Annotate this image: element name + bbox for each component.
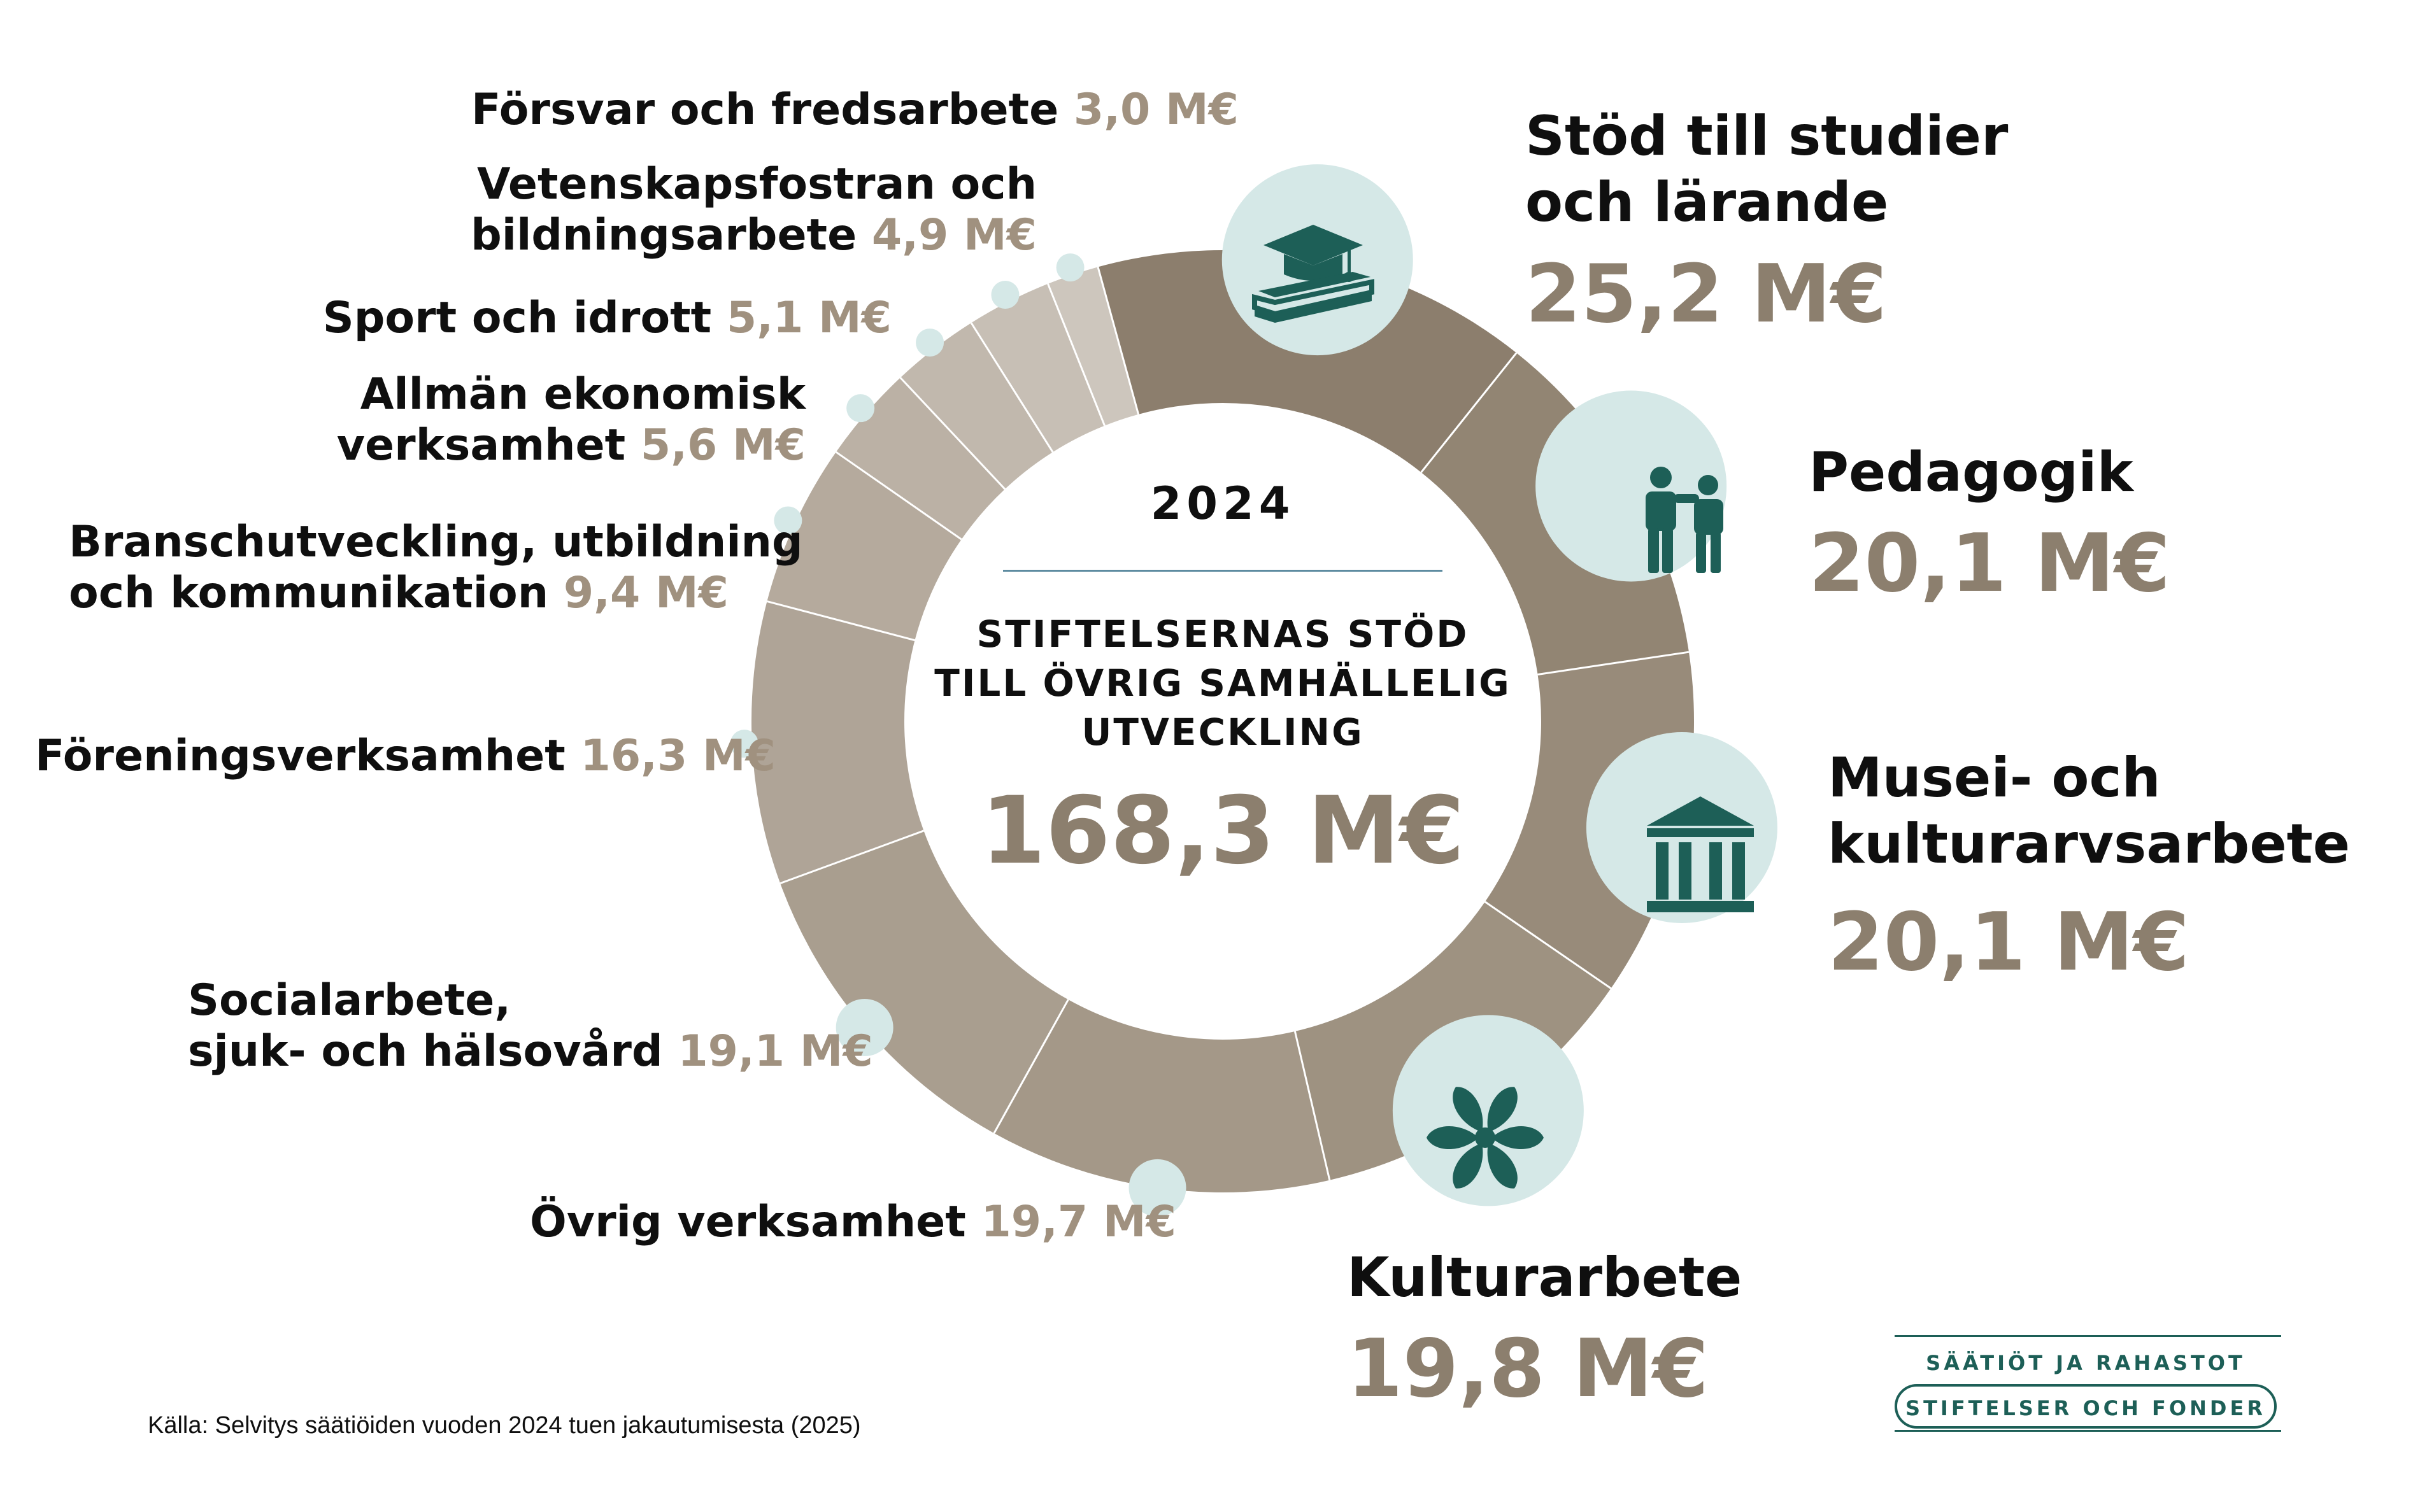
- slice-value-studier: 25,2 M€: [1525, 247, 1887, 341]
- slice-divider: [1484, 901, 1612, 989]
- slice-label-forening: Föreningsverksamhet 16,3 M€: [35, 731, 776, 782]
- slice-value: 9,4 M€: [563, 568, 729, 618]
- slice-name-line: bildningsarbete: [471, 210, 857, 260]
- slice-name-line: Musei- och: [1828, 746, 2161, 810]
- center-divider: [1003, 570, 1442, 572]
- slice-divider: [1293, 1031, 1331, 1181]
- slice-name: Övrig verksamhet: [530, 1197, 966, 1247]
- slice-marker-dot: [916, 329, 944, 357]
- slice-divider: [835, 451, 962, 541]
- slice-label-ovrig: Övrig verksamhet 19,7 M€: [530, 1197, 1176, 1248]
- center-title-line: TILL ÖVRIG SAMHÄLLELIG: [934, 661, 1511, 705]
- slice-name-line: kulturarvsarbete: [1828, 812, 2351, 876]
- donut-slice: [751, 601, 924, 884]
- slice-divider: [1420, 352, 1518, 473]
- slice-value: 19,1 M€: [678, 1026, 873, 1077]
- center-total: 168,3 M€: [981, 777, 1465, 885]
- slice-value-kulturarbete: 19,8 M€: [1347, 1322, 1709, 1415]
- icon-circle: [1392, 1015, 1584, 1206]
- graduation-cap-books-icon: [1252, 225, 1374, 323]
- slice-name: Föreningsverksamhet: [35, 731, 566, 781]
- slice-name-line: Pedagogik: [1809, 441, 2133, 504]
- slice-name-line: Allmän ekonomisk: [360, 369, 806, 420]
- slice-divider: [779, 830, 925, 884]
- slice-label-pedagogik: Pedagogik: [1809, 439, 2133, 505]
- slice-label-kulturarbete: Kulturarbete: [1347, 1245, 1742, 1311]
- slice-name-line: verksamhet: [336, 420, 626, 470]
- slice-divider: [1537, 651, 1690, 675]
- slice-label-allman: Allmän ekonomisk verksamhet 5,6 M€: [337, 369, 806, 471]
- logo-pill: [1895, 1384, 2277, 1429]
- slice-divider: [1047, 283, 1106, 427]
- center-title: STIFTELSERNAS STÖD TILL ÖVRIG SAMHÄLLELI…: [904, 610, 1541, 757]
- donut-slice: [900, 323, 1053, 490]
- slice-name-line: och kommunikation: [69, 568, 549, 618]
- slice-divider: [970, 322, 1054, 453]
- slice-value: 4,9 M€: [871, 210, 1037, 260]
- slice-name-line: Stöd till studier: [1525, 104, 2009, 168]
- slice-label-social: Socialarbete, sjuk- och hälsovård 19,1 M…: [188, 975, 873, 1077]
- slice-marker-dot: [1128, 1159, 1186, 1217]
- slice-marker-dot: [774, 506, 802, 535]
- donut-slice: [836, 378, 1005, 540]
- center-year: 2024: [1150, 477, 1295, 530]
- slice-name-line: Vetenskapsfostran och: [476, 159, 1037, 209]
- teacher-student-icon: [1646, 467, 1723, 573]
- center-title-line: STIFTELSERNAS STÖD: [976, 612, 1469, 656]
- slice-name: Försvar och fredsarbete: [471, 85, 1059, 135]
- icon-circle: [1586, 731, 1777, 923]
- slice-divider: [1097, 267, 1140, 415]
- slice-name: Sport och idrott: [322, 293, 712, 343]
- slice-label-bransch: Branschutveckling, utbildning och kommun…: [69, 517, 803, 619]
- flower-icon: [1427, 1087, 1544, 1189]
- logo-rule: [1895, 1335, 2281, 1337]
- donut-slice: [971, 283, 1105, 453]
- slice-value: 3,0 M€: [1073, 85, 1239, 135]
- slice-marker-dot: [991, 281, 1020, 309]
- icon-circle: [1535, 390, 1727, 582]
- slice-value-pedagogik: 20,1 M€: [1809, 516, 2170, 610]
- slice-marker-dot: [1056, 253, 1085, 282]
- logo-line-2: STIFTELSER OCH FONDER: [1905, 1396, 2266, 1420]
- slice-label-sport: Sport och idrott 5,1 M€: [323, 293, 892, 344]
- donut-slice: [780, 830, 1069, 1134]
- slice-name-line: Kulturarbete: [1347, 1246, 1742, 1310]
- slice-name-line: och lärande: [1525, 171, 1889, 234]
- museum-building-icon: [1647, 796, 1754, 912]
- slice-value: 19,7 M€: [981, 1197, 1176, 1247]
- slice-divider: [767, 600, 915, 642]
- source-note: Källa: Selvitys säätiöiden vuoden 2024 t…: [148, 1412, 861, 1439]
- slice-label-musei: Musei- och kulturarvsarbete: [1828, 745, 2350, 877]
- slice-label-studier: Stöd till studier och lärande: [1525, 103, 2008, 236]
- donut-slice: [1048, 267, 1139, 426]
- slice-divider: [899, 377, 1006, 490]
- slice-value: 5,6 M€: [640, 420, 806, 470]
- donut-slice: [993, 1000, 1330, 1192]
- slice-marker-dot: [730, 730, 758, 758]
- slice-name-line: Socialarbete,: [188, 975, 511, 1026]
- logo-rule: [1895, 1430, 2281, 1432]
- slice-marker-dot: [846, 394, 875, 423]
- donut-slice: [1098, 250, 1517, 472]
- slice-value: 5,1 M€: [726, 293, 892, 343]
- center-title-line: UTVECKLING: [1081, 710, 1364, 754]
- slice-marker-dot: [836, 999, 893, 1057]
- slice-value: 16,3 M€: [580, 731, 776, 781]
- slice-label-forsvar: Försvar och fredsarbete 3,0 M€: [471, 85, 1239, 136]
- logo-line-1: SÄÄTIÖT JA RAHASTOT: [1926, 1351, 2246, 1375]
- slice-name-line: Branschutveckling, utbildning: [69, 517, 803, 567]
- slice-name-line: sjuk- och hälsovård: [188, 1026, 663, 1077]
- donut-slice: [767, 452, 962, 640]
- slice-label-vetenskap: Vetenskapsfostran och bildningsarbete 4,…: [471, 159, 1037, 261]
- slice-value-musei: 20,1 M€: [1828, 895, 2189, 989]
- slice-divider: [993, 999, 1069, 1134]
